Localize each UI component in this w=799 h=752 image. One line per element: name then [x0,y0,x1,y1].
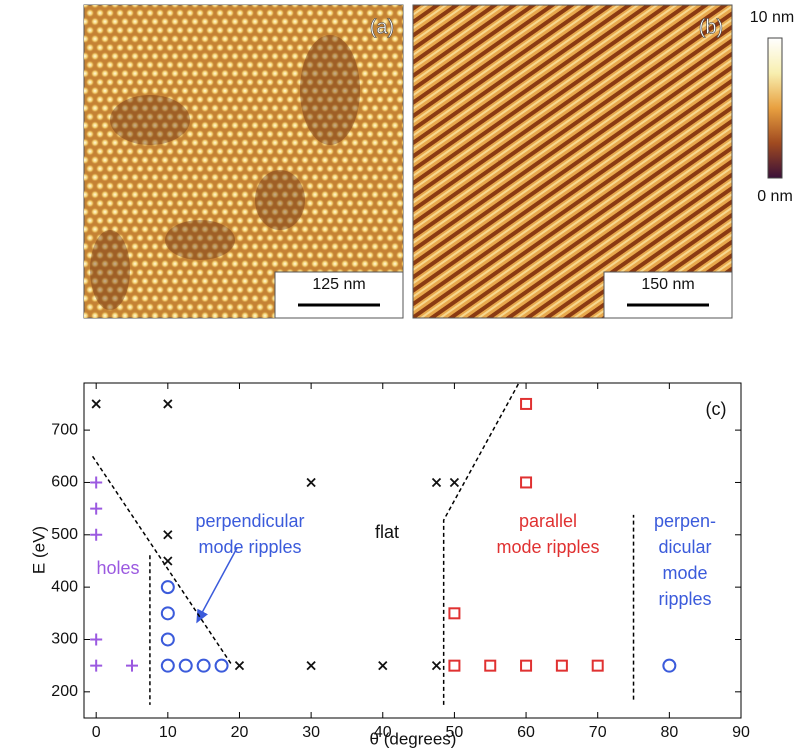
annotation: mode ripples [198,537,301,557]
arrow [197,548,237,622]
x-tick-label: 0 [92,724,101,741]
circle-marker [216,660,228,672]
scale-bar-label: 125 nm [312,276,365,293]
y-axis-label: E (eV) [29,526,48,574]
square-marker [521,399,531,409]
square-marker [485,661,495,671]
colorbar [768,38,782,178]
square-marker [521,477,531,487]
panel-label: (a) [370,16,394,38]
square-marker [557,661,567,671]
plus-marker [90,476,102,488]
x-marker [164,531,172,539]
plus-marker [90,529,102,541]
figure: (a) 125 nm (b) 150 nm 10 nm 0 nm θ (degr… [0,0,799,752]
annotation: flat [375,522,399,542]
x-tick-label: 10 [159,724,177,741]
y-tick-label: 200 [51,683,78,700]
x-marker [164,400,172,408]
circle-marker [663,660,675,672]
square-marker [593,661,603,671]
x-marker [235,662,243,670]
afm-texture [84,5,403,318]
scale-bar-label: 150 nm [641,276,694,293]
panel-label: (b) [699,16,723,38]
x-tick-label: 60 [517,724,535,741]
plus-marker [90,660,102,672]
square-marker [449,661,459,671]
x-tick-label: 30 [302,724,320,741]
circle-marker [162,607,174,619]
annotation: mode [662,563,707,583]
annotation: ripples [658,589,711,609]
plus-marker [90,633,102,645]
x-marker [307,478,315,486]
x-tick-label: 50 [446,724,464,741]
x-marker [92,400,100,408]
y-tick-label: 400 [51,578,78,595]
annotation: mode ripples [496,537,599,557]
circle-marker [162,581,174,593]
x-tick-label: 70 [589,724,607,741]
x-marker [164,557,172,565]
annotation: holes [96,558,139,578]
annotation: dicular [658,537,711,557]
x-marker [450,478,458,486]
annotation: parallel [519,511,577,531]
x-tick-label: 90 [732,724,750,741]
plot: 0 10 20 30 40 50 60 70 80 90 200 300 400 500 600 700 hol… [51,383,750,741]
plot-frame [84,383,741,718]
annotation: perpendicular [195,511,304,531]
plus-marker [90,503,102,515]
square-marker [521,661,531,671]
annotation: (c) [706,399,727,419]
x-tick-label: 20 [231,724,249,741]
y-tick-label: 500 [51,526,78,543]
colorbar-max: 10 nm [750,9,794,26]
circle-marker [198,660,210,672]
x-tick-label: 40 [374,724,392,741]
circle-marker [180,660,192,672]
x-marker [433,662,441,670]
page: (a) 125 nm (b) 150 nm 10 nm 0 nm θ (degr… [0,0,799,752]
plus-marker [126,660,138,672]
x-marker [379,662,387,670]
square-marker [449,608,459,618]
annotation: perpen- [654,511,716,531]
y-tick-label: 300 [51,631,78,648]
circle-marker [162,660,174,672]
colorbar-min: 0 nm [757,188,793,205]
x-marker [307,662,315,670]
x-marker [433,478,441,486]
x-tick-label: 80 [660,724,678,741]
circle-marker [162,633,174,645]
y-tick-label: 700 [51,421,78,438]
afm-image-b [413,5,732,318]
y-tick-label: 600 [51,474,78,491]
